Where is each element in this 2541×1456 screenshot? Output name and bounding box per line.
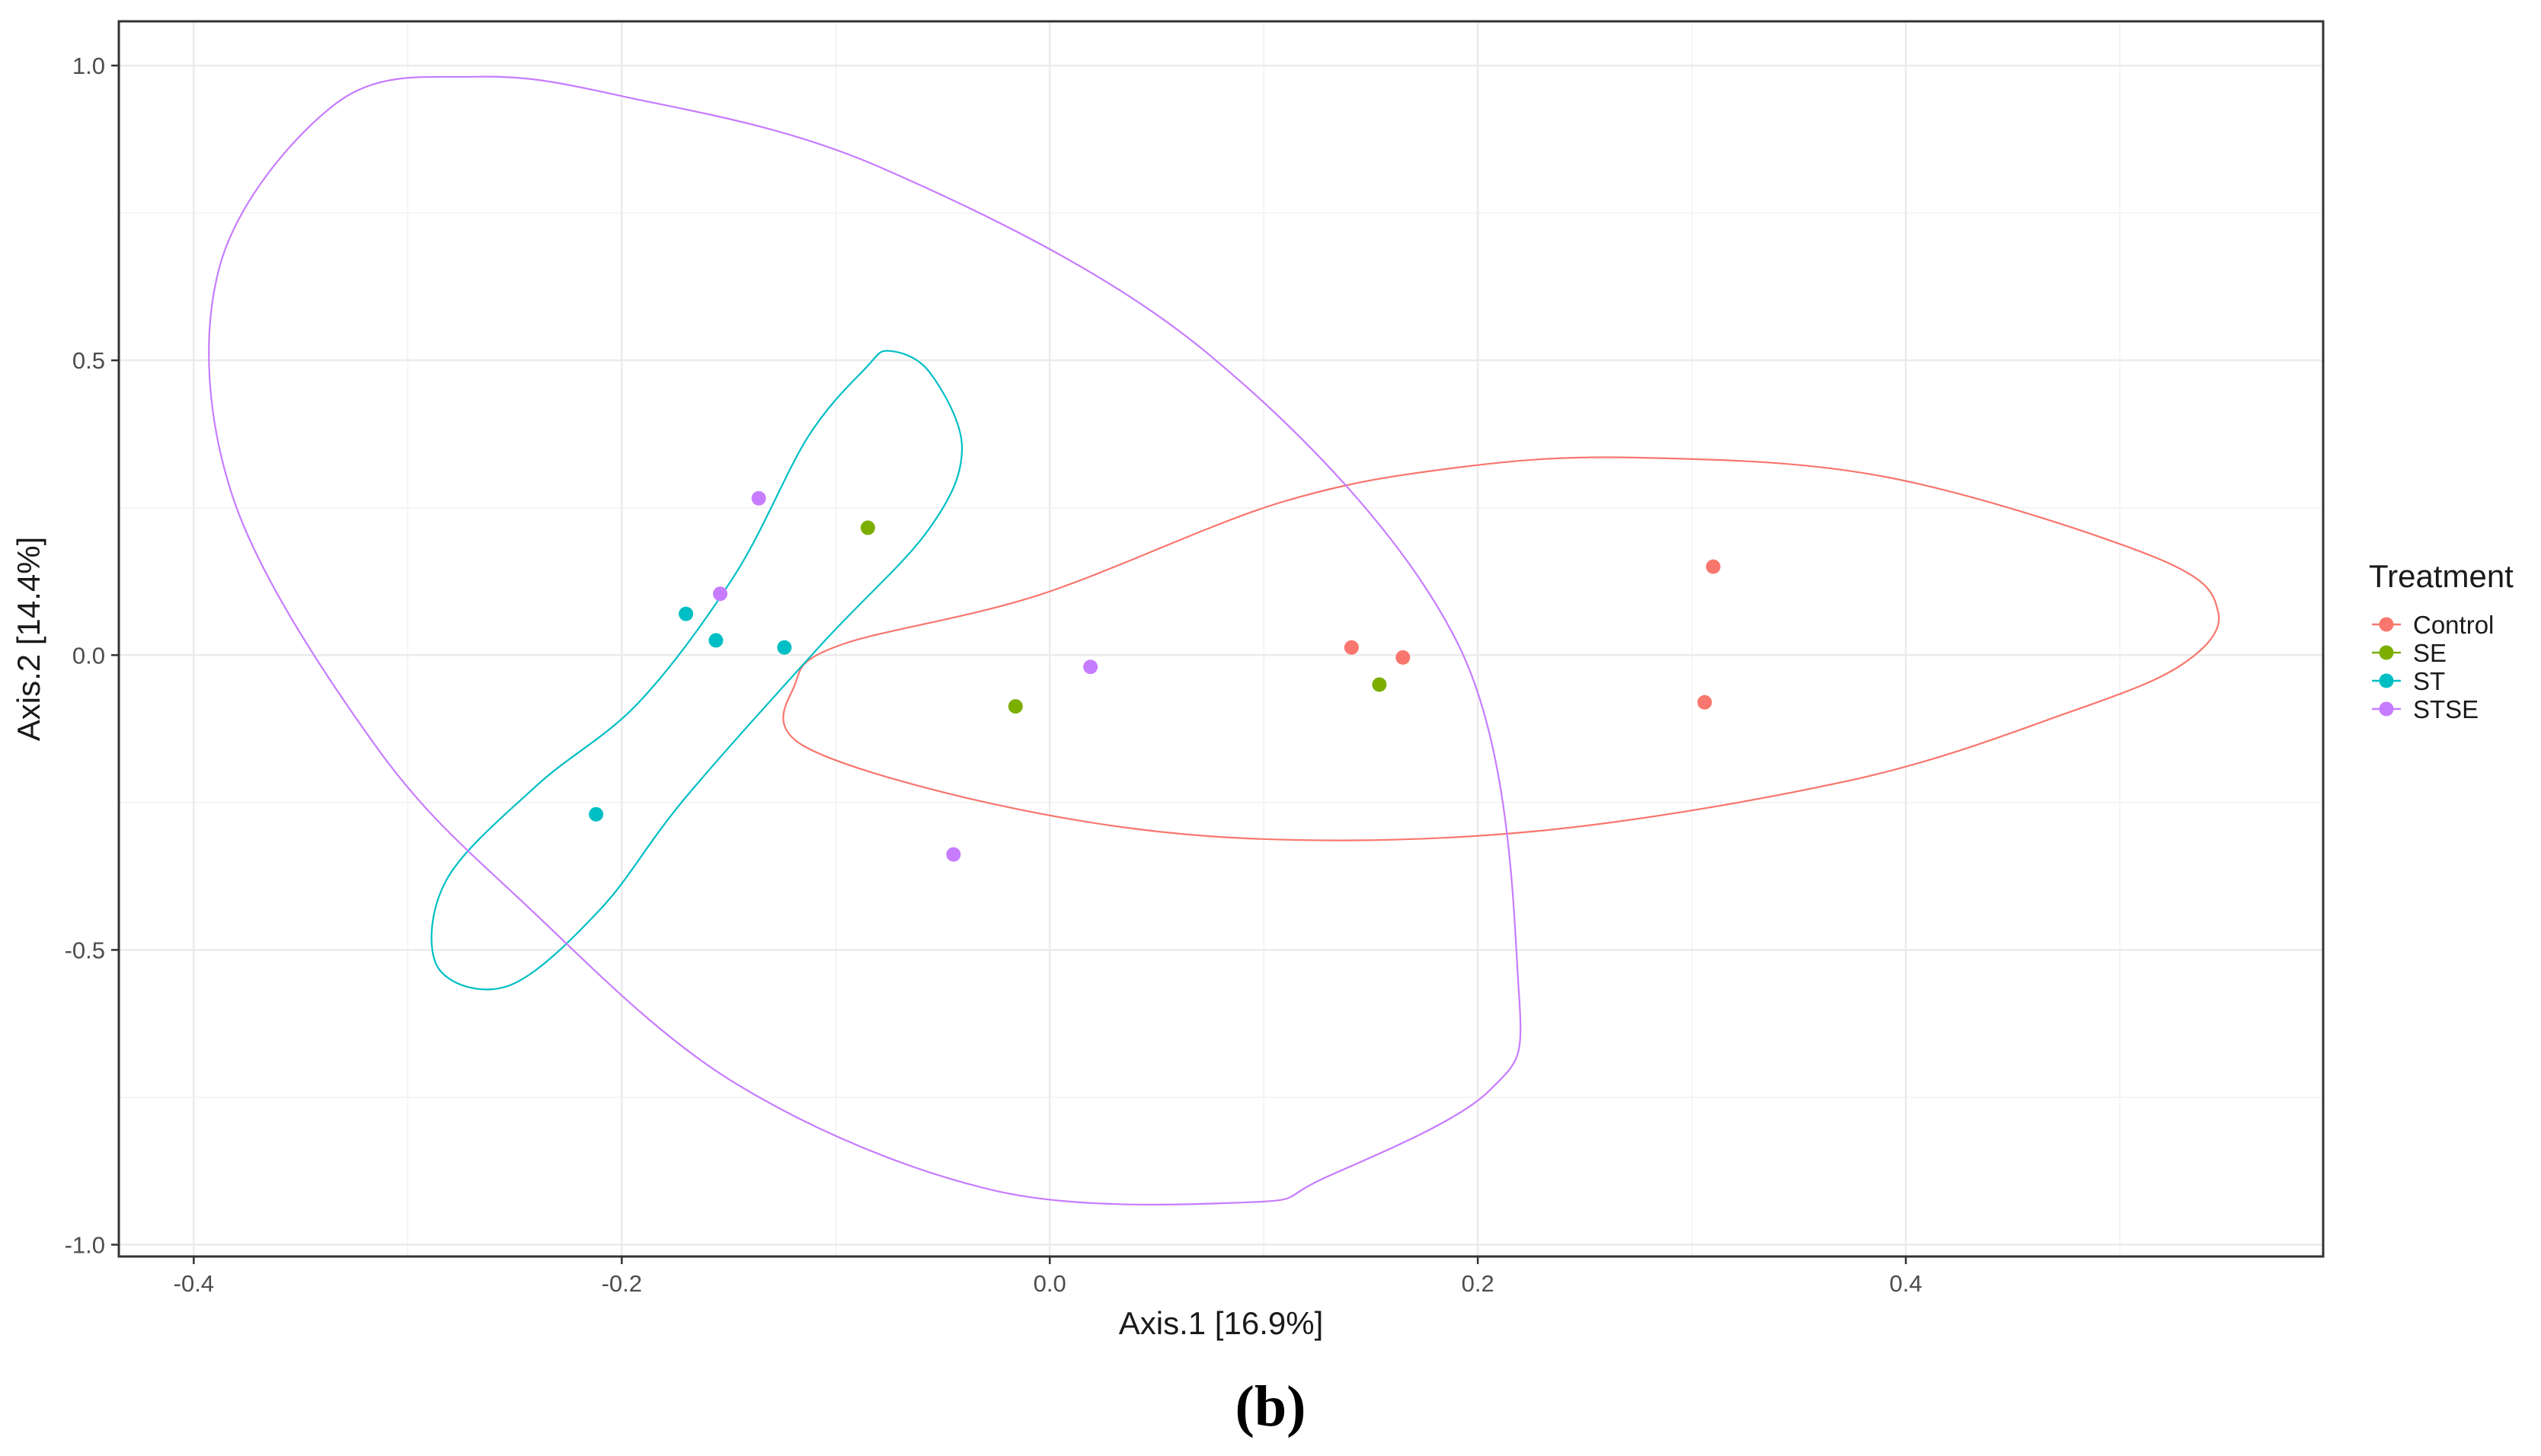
point-control <box>1344 640 1359 655</box>
y-tick-label: -0.5 <box>65 937 105 963</box>
legend-key-dot <box>2379 645 2394 660</box>
point-se <box>860 520 875 535</box>
x-axis-title: Axis.1 [16.9%] <box>1119 1305 1323 1341</box>
y-axis-title: Axis.2 [14.4%] <box>11 537 46 741</box>
legend-label-se: SE <box>2413 639 2447 667</box>
point-st <box>589 806 604 822</box>
x-tick-label: 0.2 <box>1462 1270 1494 1297</box>
point-control <box>1395 650 1411 665</box>
x-tick-label: -0.2 <box>602 1270 642 1297</box>
point-st <box>708 633 724 648</box>
point-control <box>1697 694 1712 710</box>
legend-label-stse: STSE <box>2413 695 2479 723</box>
legend-title: Treatment <box>2369 558 2514 594</box>
ellipse-st <box>430 350 964 991</box>
legend-label-control: Control <box>2413 611 2494 639</box>
ellipse-stse <box>208 75 1522 1206</box>
point-stse <box>946 847 961 862</box>
data-points <box>589 490 1721 862</box>
point-st <box>777 640 792 655</box>
point-se <box>1008 699 1023 714</box>
y-tick-label: 1.0 <box>72 53 105 79</box>
point-control <box>1705 559 1721 574</box>
point-se <box>1372 677 1387 692</box>
plot-panel-border <box>117 20 2325 1258</box>
legend-key-dot <box>2379 617 2394 632</box>
point-st <box>679 606 694 621</box>
panel-caption: (b) <box>1235 1375 1306 1438</box>
y-tick-label: 0.0 <box>72 642 105 669</box>
y-tick-label: -1.0 <box>65 1232 105 1259</box>
ellipse-control <box>782 456 2220 841</box>
grid-lines <box>119 21 2323 1256</box>
axis-ticks: -0.4 -0.2 0.0 0.2 0.4 -1.0 -0.5 0.0 0.5 1.0 <box>65 53 1923 1297</box>
y-tick-label: 0.5 <box>72 347 105 374</box>
legend-key-dot <box>2379 673 2394 688</box>
legend-key-dot <box>2379 701 2394 717</box>
x-tick-label: -0.4 <box>174 1270 214 1297</box>
point-stse <box>1083 659 1098 675</box>
x-tick-label: 0.4 <box>1890 1270 1923 1297</box>
plot-background <box>119 21 2323 1256</box>
legend-label-st: ST <box>2413 667 2445 695</box>
x-tick-label: 0.0 <box>1034 1270 1066 1297</box>
point-stse <box>751 490 766 506</box>
point-stse <box>713 586 728 602</box>
confidence-ellipses <box>208 75 2220 1206</box>
